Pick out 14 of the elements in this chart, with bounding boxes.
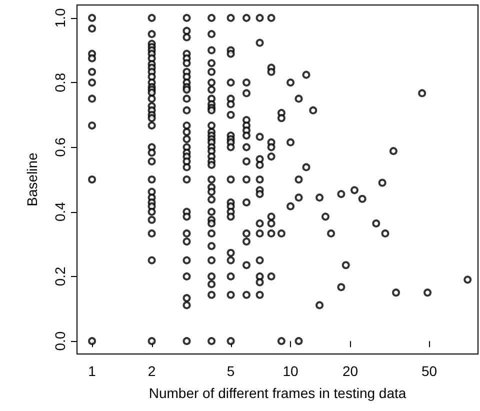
y-tick-label: 1.0 xyxy=(52,8,68,28)
x-tick-label: 50 xyxy=(421,363,438,379)
y-tick-label: 0.6 xyxy=(52,137,68,157)
x-tick-label: 5 xyxy=(226,363,235,379)
y-tick-label: 0.0 xyxy=(52,331,68,351)
x-tick-label: 20 xyxy=(342,363,358,379)
x-tick-label: 1 xyxy=(88,363,96,379)
y-axis-title: Baseline xyxy=(24,152,40,206)
x-axis-title: Number of different frames in testing data xyxy=(148,385,406,401)
y-tick-label: 0.8 xyxy=(52,72,68,92)
x-tick-label: 2 xyxy=(148,363,156,379)
y-tick-label: 0.4 xyxy=(52,202,68,222)
y-tick-label: 0.2 xyxy=(52,266,68,286)
x-tick-label: 10 xyxy=(282,363,299,379)
